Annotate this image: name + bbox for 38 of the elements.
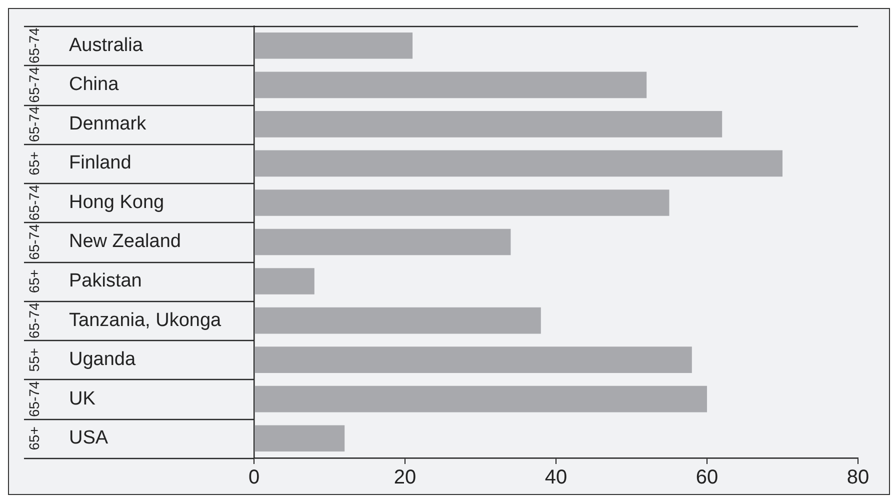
bar (254, 386, 707, 412)
text: 65-74 (26, 224, 42, 260)
bar (254, 228, 511, 256)
y-tick-label: Denmark (69, 113, 147, 134)
x-tick-label: 20 (394, 466, 416, 489)
y-tick-label: Australia (69, 34, 144, 56)
text: 65+ (26, 152, 42, 176)
text: 65-74 (26, 302, 42, 338)
x-tick-label: 80 (846, 466, 870, 489)
bar (254, 72, 647, 98)
y-tick-label: Tanzania, Ukonga (69, 310, 222, 331)
y-tick-label: Finland (69, 152, 132, 174)
x-tick-label: 0 (248, 466, 260, 489)
y-tick-label: Hong Kong (69, 192, 164, 213)
text: 65-74 (26, 380, 42, 417)
text: 65-74 (26, 66, 42, 103)
bar (254, 190, 670, 216)
bar (254, 150, 782, 177)
y-tick-label: Pakistan (69, 270, 142, 292)
y-tick-label: USA (69, 428, 108, 449)
x-tick-label: 40 (544, 466, 568, 489)
x-tick-label: 60 (696, 466, 718, 489)
y-tick-label: China (69, 74, 120, 96)
text: 65+ (26, 269, 42, 294)
bar (254, 307, 541, 334)
bar (254, 425, 345, 452)
bar (254, 346, 692, 373)
bar (254, 111, 722, 138)
text: 55+ (26, 348, 42, 372)
text: 65-74 (26, 106, 42, 142)
y-tick-label: Uganda (69, 349, 136, 370)
text: 65+ (26, 426, 42, 450)
y-tick-label: UK (69, 388, 96, 410)
bar (254, 32, 413, 59)
text: 65-74 (26, 28, 42, 64)
text: 65-74 (26, 184, 42, 221)
y-tick-label: New Zealand (69, 231, 181, 252)
bar (254, 268, 314, 294)
